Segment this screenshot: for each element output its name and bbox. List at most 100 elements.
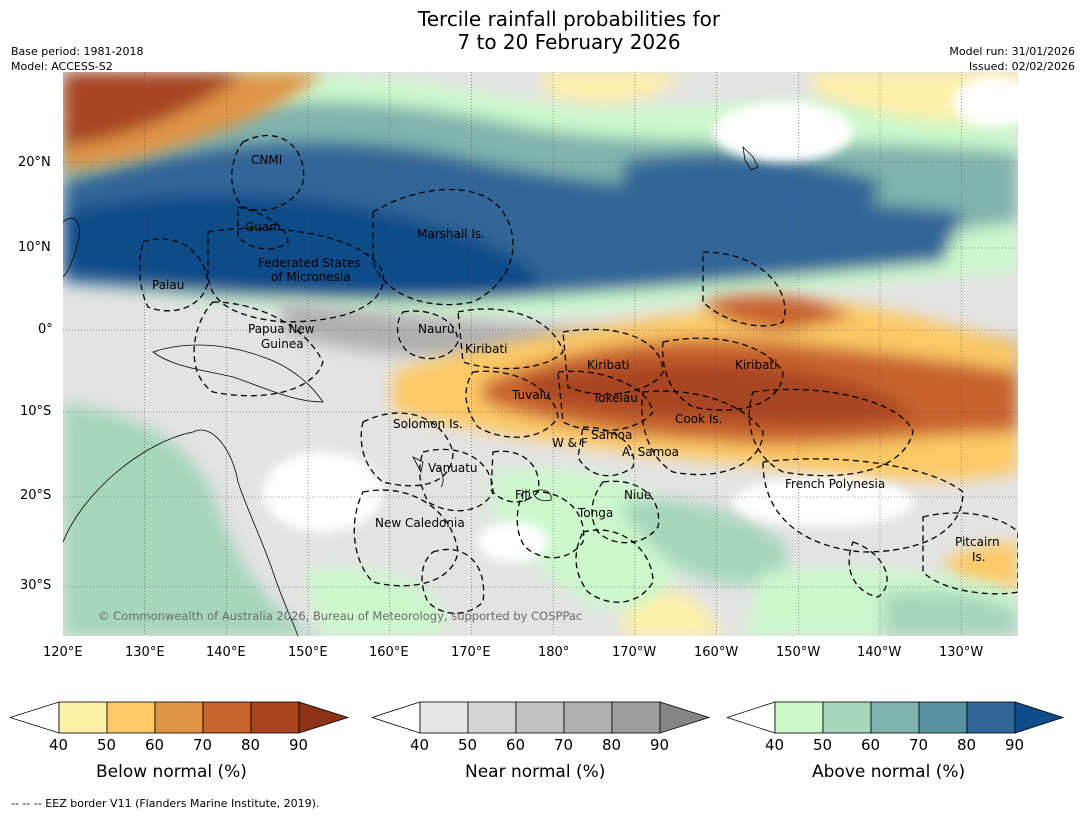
colorbar-segment <box>202 701 252 734</box>
tercile-map: CNMI Guam Marshall Is. Federated States … <box>63 72 1018 636</box>
colorbar-segment <box>966 701 1016 734</box>
region-label: Niue <box>624 488 651 502</box>
region-label: of Micronesia <box>271 270 351 284</box>
map-title-line2: 7 to 20 February 2026 <box>457 30 681 54</box>
region-label: Is. <box>972 550 986 564</box>
colorbar-tick: 50 <box>458 736 478 754</box>
region-label: A. Samoa <box>622 445 679 459</box>
base-period: Base period: 1981-2018 <box>11 45 144 58</box>
lat-tick: 10°S <box>20 404 52 419</box>
region-label: French Polynesia <box>785 477 885 491</box>
colorbar-segment <box>774 701 824 734</box>
colorbar-below <box>10 701 350 734</box>
lon-tick: 120°E <box>43 645 83 660</box>
region-label: Federated States <box>258 256 360 270</box>
lon-tick: 130°E <box>125 645 165 660</box>
lon-tick: 160°W <box>694 645 739 660</box>
colorbar-tick: 60 <box>861 736 881 754</box>
colorbar-tick: 90 <box>650 736 670 754</box>
region-label: Solomon Is. <box>393 417 463 431</box>
region-label: Guam <box>245 220 281 234</box>
colorbar-tick: 90 <box>289 736 309 754</box>
region-label: Fiji <box>515 488 531 502</box>
region-label: Palau <box>152 278 184 292</box>
map-title-line1: Tercile rainfall probabilities for <box>417 7 721 31</box>
colorbar-tick: 70 <box>554 736 574 754</box>
region-label: CNMI <box>251 153 282 167</box>
region-label: Vanuatu <box>428 461 478 475</box>
lat-tick: 20°S <box>20 488 52 503</box>
region-label: Kiribati <box>465 342 507 356</box>
lon-tick: 150°W <box>776 645 821 660</box>
region-label: Kiribati <box>735 358 777 372</box>
colorbar-segment <box>154 701 204 734</box>
region-label: Kiribati <box>587 358 629 372</box>
region-label: Nauru <box>418 322 454 336</box>
colorbar-segment <box>58 701 108 734</box>
colorbar-tick: 80 <box>957 736 977 754</box>
colorbar-tick: 60 <box>145 736 165 754</box>
colorbar-segment <box>918 701 968 734</box>
region-label: Tonga <box>577 506 613 520</box>
colorbar-tick: 40 <box>410 736 430 754</box>
eez-borders <box>139 135 1018 614</box>
eez-legend-note: -- -- -- EEZ border V11 (Flanders Marine… <box>11 797 320 810</box>
coastlines <box>63 145 759 636</box>
lat-tick: 0° <box>38 322 53 337</box>
colorbar-label-above: Above normal (%) <box>812 762 966 782</box>
region-label: New Caledonia <box>375 516 465 530</box>
colorbar-segment <box>1014 701 1065 734</box>
graticule <box>63 72 1018 636</box>
region-labels: CNMI Guam Marshall Is. Federated States … <box>152 153 1000 564</box>
lat-tick: 20°N <box>18 155 51 170</box>
lon-tick: 140°E <box>206 645 246 660</box>
region-label: Papua New <box>248 322 315 336</box>
colorbar-segment <box>467 701 517 734</box>
colorbar-above <box>727 701 1065 734</box>
region-label: Samoa <box>591 428 632 442</box>
colorbar-tick: 50 <box>97 736 117 754</box>
colorbar-near <box>372 701 711 734</box>
lon-tick: 130°W <box>939 645 984 660</box>
lon-tick: 160°E <box>369 645 409 660</box>
colorbar-tick: 60 <box>506 736 526 754</box>
colorbar-segment <box>727 701 776 734</box>
region-label: W & F <box>552 436 588 450</box>
colorbar-segment <box>298 701 350 734</box>
region-label: Pitcairn <box>955 535 1000 549</box>
colorbar-segment <box>106 701 156 734</box>
colorbar-segment <box>372 701 421 734</box>
copyright-notice: © Commonwealth of Australia 2026, Bureau… <box>98 609 582 623</box>
colorbar-segment <box>10 701 60 734</box>
colorbar-segment <box>515 701 565 734</box>
colorbar-tick: 80 <box>602 736 622 754</box>
model-run: Model run: 31/01/2026 <box>949 45 1075 58</box>
colorbar-tick: 40 <box>765 736 785 754</box>
colorbar-segment <box>563 701 613 734</box>
colorbar-segment <box>419 701 469 734</box>
colorbar-label-below: Below normal (%) <box>96 762 247 782</box>
colorbar-tick: 80 <box>241 736 261 754</box>
region-label: Marshall Is. <box>417 227 485 241</box>
colorbar-tick: 70 <box>909 736 929 754</box>
lat-tick: 30°S <box>20 578 52 593</box>
lon-tick: 150°E <box>288 645 328 660</box>
model-name: Model: ACCESS-S2 <box>11 60 113 73</box>
colorbar-label-near: Near normal (%) <box>465 762 606 782</box>
lon-tick: 170°W <box>612 645 657 660</box>
region-label: Cook Is. <box>675 412 722 426</box>
colorbar-segment <box>659 701 711 734</box>
colorbar-segment <box>611 701 661 734</box>
lon-tick: 140°W <box>857 645 902 660</box>
colorbar-segment <box>250 701 300 734</box>
colorbar-tick: 40 <box>49 736 69 754</box>
region-label: Guinea <box>261 337 304 351</box>
region-label: Tokelau <box>592 391 638 405</box>
colorbar-tick: 90 <box>1005 736 1025 754</box>
lat-tick: 10°N <box>18 240 51 255</box>
colorbar-segment <box>822 701 872 734</box>
lon-tick: 170°E <box>451 645 491 660</box>
issued-date: Issued: 02/02/2026 <box>968 60 1075 73</box>
lon-tick: 180° <box>538 645 570 660</box>
probability-field <box>63 72 1018 636</box>
